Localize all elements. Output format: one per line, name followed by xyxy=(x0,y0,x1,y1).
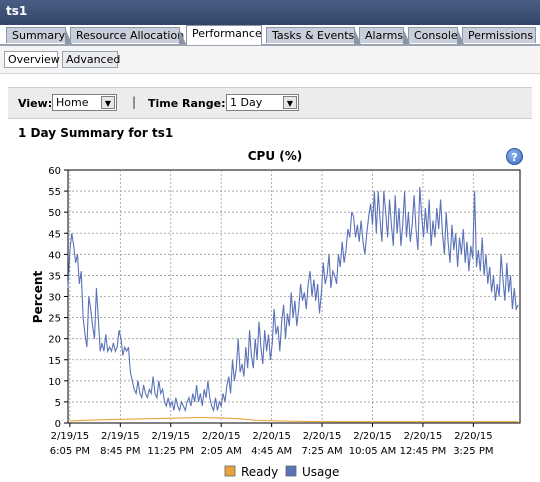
tab-tasks-events[interactable]: Tasks & Events xyxy=(266,27,361,44)
y-tick-label: 60 xyxy=(48,166,61,177)
plot-area xyxy=(67,169,521,424)
chart-ticks: 0 5 10 15 20 25 30 35 40 45 50 55 60 2/19/15 6:05 PM 2/… xyxy=(48,166,493,457)
tab-alarms[interactable]: Alarms xyxy=(359,27,410,44)
y-tick-label: 55 xyxy=(48,187,61,198)
tab-resource-allocation[interactable]: Resource Allocation xyxy=(70,27,186,44)
x-tick-label: 11:25 PM xyxy=(147,446,194,457)
overview-button[interactable]: Overview xyxy=(4,51,60,68)
x-tick-label: 6:05 PM xyxy=(50,446,90,457)
advanced-button[interactable]: Advanced xyxy=(62,51,121,68)
tab-label: Permissions xyxy=(468,29,534,42)
performance-subtab-bar: Overview Advanced xyxy=(0,46,540,74)
y-tick-label: 10 xyxy=(48,377,61,388)
y-tick-label: 50 xyxy=(48,208,61,219)
time-range-select[interactable]: 1 Day ▼ xyxy=(226,94,299,111)
x-tick-label: 8:45 PM xyxy=(100,446,140,457)
y-tick-label: 20 xyxy=(48,335,61,346)
x-tick-label: 2/20/15 xyxy=(303,431,342,442)
y-tick-label: 30 xyxy=(48,293,61,304)
x-tick-label: 2/20/15 xyxy=(404,431,443,442)
chart-title: CPU (%) xyxy=(248,149,303,163)
tab-label: Resource Allocation xyxy=(76,29,185,42)
chart-series xyxy=(67,186,519,423)
toolbar-separator: | xyxy=(132,95,137,109)
view-select[interactable]: Home ▼ xyxy=(52,94,117,111)
window-title: ts1 xyxy=(6,4,28,18)
x-tick-label: 2/19/15 xyxy=(101,431,140,442)
tab-performance[interactable]: Performance xyxy=(186,25,262,45)
x-tick-label: 10:05 AM xyxy=(349,446,396,457)
tab-console[interactable]: Console xyxy=(408,27,464,44)
x-tick-label: 2/19/15 xyxy=(151,431,190,442)
x-tick-label: 2:05 AM xyxy=(201,446,242,457)
tab-label: Console xyxy=(414,29,458,42)
advanced-label: Advanced xyxy=(66,53,121,66)
y-axis-label: Percent xyxy=(31,271,45,324)
view-select-value: Home xyxy=(56,96,89,109)
legend-label-usage: Usage xyxy=(302,465,339,479)
view-toolbar: View: Home ▼ | Time Range: 1 Day ▼ xyxy=(8,87,532,119)
x-tick-label: 3:25 PM xyxy=(453,446,493,457)
legend-label-ready: Ready xyxy=(241,465,278,479)
x-tick-label: 12:45 PM xyxy=(400,446,447,457)
help-icon[interactable]: ? xyxy=(506,148,523,165)
x-tick-label: 2/19/15 xyxy=(51,431,90,442)
y-tick-label: 25 xyxy=(48,314,61,325)
y-tick-label: 45 xyxy=(48,229,61,240)
time-range-label: Time Range: xyxy=(148,97,226,110)
summary-title: 1 Day Summary for ts1 xyxy=(18,126,174,140)
x-tick-label: 4:45 AM xyxy=(251,446,292,457)
view-label: View: xyxy=(18,97,53,110)
chevron-down-icon: ▼ xyxy=(101,96,115,109)
x-tick-label: 2/20/15 xyxy=(252,431,291,442)
series-line-ready xyxy=(69,416,519,423)
legend-swatch-usage xyxy=(285,465,297,477)
y-tick-label: 0 xyxy=(55,419,61,430)
series-line-usage xyxy=(67,186,519,413)
x-tick-label: 2/20/15 xyxy=(353,431,392,442)
x-tick-label: 7:25 AM xyxy=(301,446,342,457)
overview-label: Overview xyxy=(8,53,60,66)
y-tick-label: 15 xyxy=(48,356,61,367)
tab-strip: Summary Resource Allocation Performance … xyxy=(0,25,540,46)
window-title-bar: ts1 xyxy=(0,0,540,25)
time-range-select-value: 1 Day xyxy=(230,96,263,109)
y-tick-label: 5 xyxy=(55,398,61,409)
y-tick-label: 35 xyxy=(48,271,61,282)
y-tick-label: 40 xyxy=(48,250,61,261)
legend-swatch-ready xyxy=(224,465,236,477)
tab-label: Alarms xyxy=(365,29,404,42)
tab-summary[interactable]: Summary xyxy=(6,27,72,44)
tab-label: Performance xyxy=(192,27,262,40)
tab-label: Summary xyxy=(12,29,66,42)
x-tick-label: 2/20/15 xyxy=(202,431,241,442)
tab-permissions[interactable]: Permissions xyxy=(462,27,536,43)
tab-label: Tasks & Events xyxy=(272,29,355,42)
chart-legend: Ready Usage xyxy=(224,465,339,479)
x-tick-label: 2/20/15 xyxy=(454,431,493,442)
chart-grid xyxy=(67,169,521,424)
chevron-down-icon: ▼ xyxy=(283,96,297,109)
